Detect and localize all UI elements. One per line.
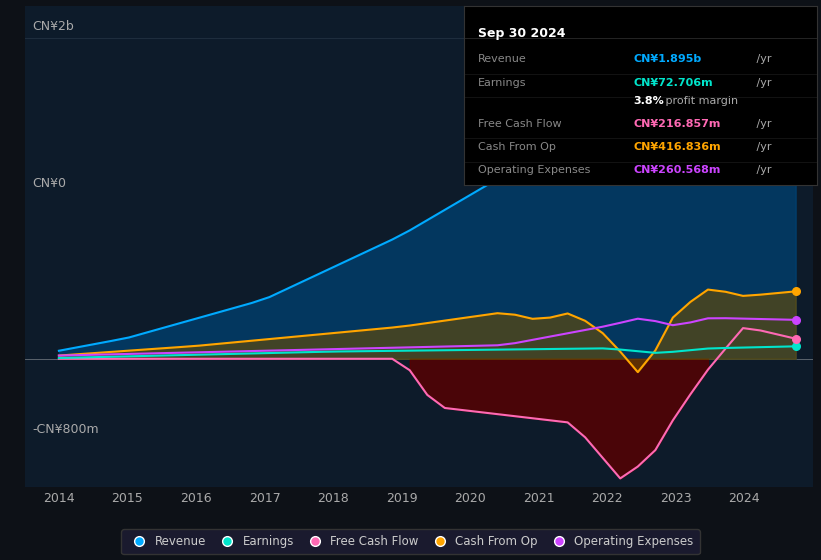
Text: Free Cash Flow: Free Cash Flow <box>478 119 562 129</box>
Point <box>789 49 802 58</box>
Text: Revenue: Revenue <box>478 54 527 64</box>
Text: CN¥72.706m: CN¥72.706m <box>633 78 713 88</box>
Text: /yr: /yr <box>754 119 772 129</box>
Text: Earnings: Earnings <box>478 78 526 88</box>
Text: 3.8%: 3.8% <box>633 96 664 106</box>
Text: -CN¥800m: -CN¥800m <box>33 423 99 436</box>
Text: Cash From Op: Cash From Op <box>478 142 556 152</box>
Text: CN¥260.568m: CN¥260.568m <box>633 165 721 175</box>
Point <box>789 342 802 351</box>
Text: /yr: /yr <box>754 54 772 64</box>
Point <box>789 287 802 296</box>
Text: profit margin: profit margin <box>662 96 738 106</box>
Text: CN¥1.895b: CN¥1.895b <box>633 54 702 64</box>
Text: /yr: /yr <box>754 165 772 175</box>
Point <box>789 334 802 343</box>
Text: CN¥416.836m: CN¥416.836m <box>633 142 721 152</box>
Text: CN¥0: CN¥0 <box>33 178 67 190</box>
Legend: Revenue, Earnings, Free Cash Flow, Cash From Op, Operating Expenses: Revenue, Earnings, Free Cash Flow, Cash … <box>122 529 699 554</box>
Text: Operating Expenses: Operating Expenses <box>478 165 590 175</box>
Text: /yr: /yr <box>754 142 772 152</box>
Text: CN¥216.857m: CN¥216.857m <box>633 119 721 129</box>
Text: Sep 30 2024: Sep 30 2024 <box>478 27 566 40</box>
Text: /yr: /yr <box>754 78 772 88</box>
Point <box>789 315 802 324</box>
Text: CN¥2b: CN¥2b <box>33 20 74 33</box>
